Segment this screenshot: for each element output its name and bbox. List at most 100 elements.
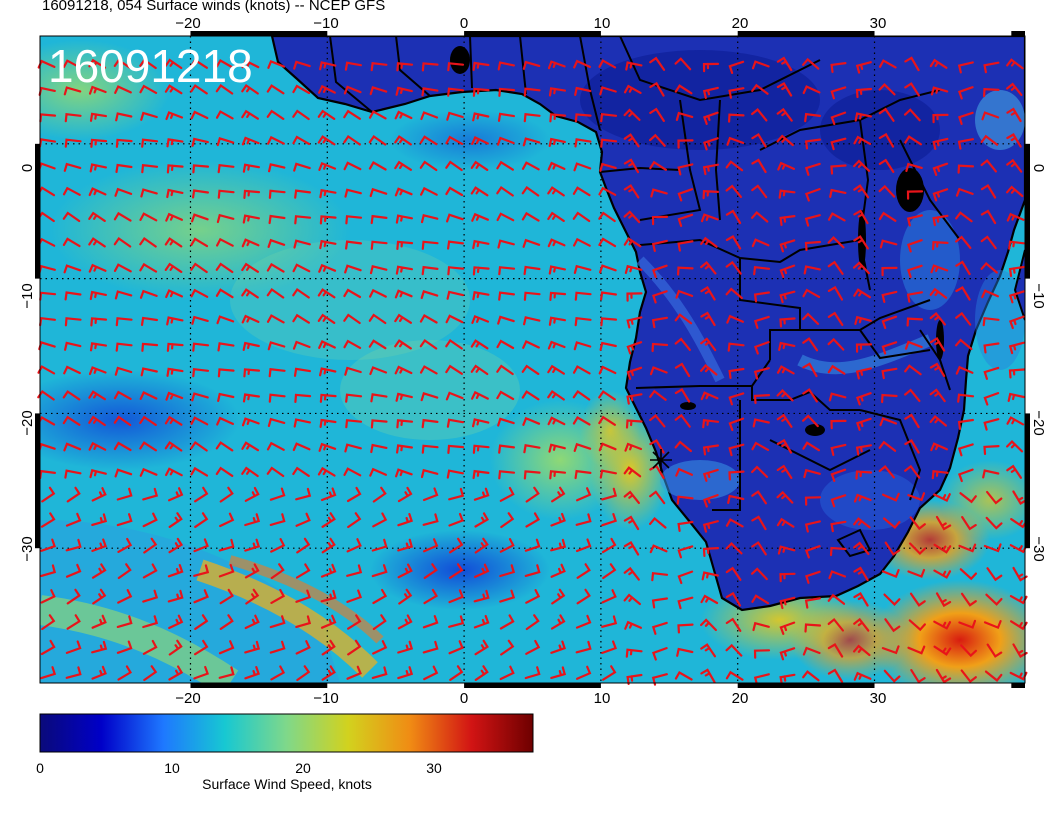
wind-barb (779, 215, 796, 226)
wind-barb (676, 495, 694, 505)
wind-barb (241, 466, 259, 478)
wind-barb (320, 563, 337, 578)
wind-barb (804, 496, 822, 506)
wind-barb (601, 615, 618, 628)
wind-barb (598, 237, 617, 248)
wind-barb (651, 316, 668, 329)
wind-barb (650, 188, 668, 198)
wind-barb (751, 567, 768, 581)
wind-barb (985, 593, 1003, 606)
wind-barb (139, 289, 158, 299)
wind-barb (855, 444, 872, 456)
wind-barb (649, 438, 665, 454)
wind-barb (728, 367, 745, 379)
wind-barb (215, 83, 234, 95)
wind-barb (113, 211, 132, 222)
wind-barb (396, 419, 414, 429)
wind-barb (499, 589, 516, 603)
wind-barb (447, 444, 465, 454)
wind-barb (63, 365, 81, 375)
wind-barb (88, 263, 107, 273)
wind-barb (701, 571, 719, 581)
wind-barb (830, 164, 847, 175)
wind-barb (470, 186, 489, 197)
wind-barb (217, 163, 235, 174)
wind-barb (651, 239, 668, 252)
colorbar-tick-label: 30 (426, 760, 442, 776)
wind-barb (194, 486, 209, 503)
wind-barb (601, 487, 618, 501)
wind-barb (190, 110, 209, 120)
wind-barb (521, 185, 540, 197)
wind-barb (267, 417, 286, 427)
wind-barb (649, 56, 666, 71)
wind-barb (292, 466, 310, 477)
wind-barb (117, 589, 133, 604)
top-lon-label: 0 (460, 15, 468, 32)
wind-barb (959, 568, 977, 581)
wind-barb (165, 111, 184, 121)
wind-barb (142, 639, 158, 655)
wind-barb (470, 339, 489, 350)
wind-barb (547, 389, 565, 401)
wind-barb (827, 642, 844, 658)
wind-barb (344, 443, 362, 453)
wind-barb (394, 365, 413, 375)
wind-barb (674, 670, 693, 681)
wind-barb (547, 340, 566, 350)
wind-barb (524, 666, 541, 680)
wind-barb (933, 569, 952, 579)
wind-barb (268, 163, 286, 173)
wind-barb (445, 391, 464, 401)
wind-barb (141, 138, 159, 148)
wind-barb (242, 341, 260, 351)
wind-barb (141, 163, 159, 174)
wind-barb (853, 566, 869, 582)
wind-barb (166, 316, 184, 326)
wind-barb (88, 58, 107, 69)
wind-barb (725, 670, 744, 681)
wind-barb (573, 341, 592, 351)
wind-barb (396, 62, 414, 72)
wind-barb (447, 240, 464, 250)
wind-barb (547, 60, 566, 70)
wind-barb (368, 160, 387, 171)
wind-barb (983, 392, 1000, 406)
wind-barb (776, 464, 793, 479)
wind-barb (751, 210, 769, 223)
wind-barb (62, 237, 81, 248)
wind-barb (829, 188, 847, 198)
wind-barb (804, 545, 821, 559)
wind-barb (980, 183, 997, 199)
wind-barb (472, 444, 490, 454)
wind-barb (649, 133, 666, 147)
wind-barb (725, 287, 743, 300)
wind-barb (725, 643, 743, 657)
wind-barb (803, 265, 821, 275)
wind-barb (728, 470, 745, 481)
wind-barb (601, 513, 617, 527)
wind-barb (853, 209, 869, 225)
wind-barb (321, 512, 336, 528)
wind-barb (472, 266, 490, 276)
wind-barb (804, 623, 822, 633)
wind-barb (651, 215, 669, 226)
wind-barb (700, 643, 716, 658)
wind-barb (369, 467, 387, 477)
wind-barb (190, 288, 209, 298)
wind-barb (576, 563, 591, 579)
wind-barb (550, 614, 566, 630)
wind-barb (576, 588, 591, 605)
wind-barb (167, 564, 184, 578)
wind-barb (702, 494, 719, 508)
wind-barb (601, 640, 618, 654)
wind-barb (830, 62, 847, 73)
wind-barb (853, 184, 870, 199)
wind-barb (955, 187, 974, 197)
wind-barb (702, 163, 719, 176)
wind-barb (91, 665, 107, 680)
wind-barb (419, 338, 438, 350)
wind-barb (751, 132, 767, 148)
wind-barb (651, 647, 668, 661)
wind-barb (700, 261, 717, 275)
